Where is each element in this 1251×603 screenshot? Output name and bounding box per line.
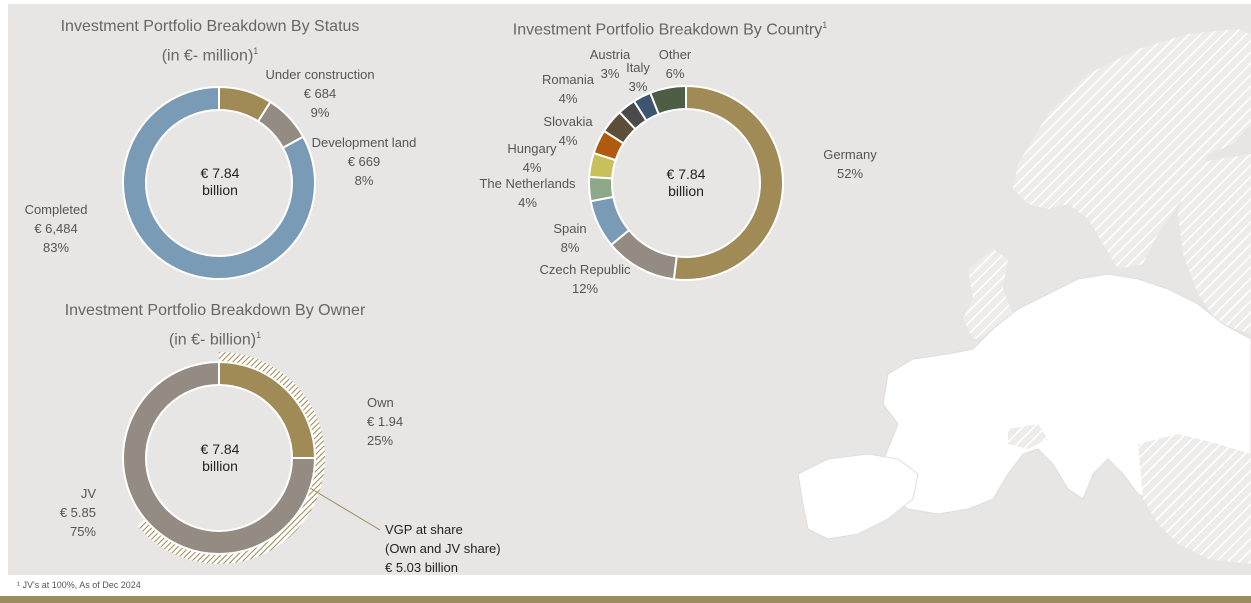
iberia-shape xyxy=(797,453,919,540)
uk-shape xyxy=(963,249,1013,339)
country-label-germany: Germany 52% xyxy=(823,147,877,181)
country-label-netherlands: The Netherlands 4% xyxy=(479,176,576,210)
status-label-completed: Completed € 6,484 83% xyxy=(24,202,88,255)
owner-center-label: € 7.84 billion xyxy=(200,441,240,474)
status-slice-completed xyxy=(122,85,316,280)
country-slice-germany xyxy=(672,84,784,281)
owner-label-jv: JV € 5.85 75% xyxy=(59,486,96,539)
scandinavia-shape xyxy=(1013,29,1251,269)
country-label-romania: Romania 4% xyxy=(541,72,595,106)
bottom-accent-bar xyxy=(0,596,1251,603)
owner-slice-jv xyxy=(122,360,317,555)
country-label-hungary: Hungary 4% xyxy=(507,141,557,175)
europe-map-graphic xyxy=(797,29,1251,564)
country-label-czech-republic: Czech Republic 12% xyxy=(539,262,631,296)
content-panel xyxy=(8,4,1251,575)
east-region-shape xyxy=(1178,154,1251,334)
country-chart-title: Investment Portfolio Breakdown By Countr… xyxy=(512,20,828,39)
country-label-slovakia: Slovakia 4% xyxy=(543,114,593,148)
country-center-label: € 7.84 billion xyxy=(666,166,706,199)
balkans-hatch-shape xyxy=(1138,434,1251,564)
status-label-under-construction: Under construction € 684 9% xyxy=(265,67,375,120)
footnote: ¹ JV's at 100%, As of Dec 2024 xyxy=(17,580,141,590)
owner-vgp-at-share-ring xyxy=(137,352,325,564)
country-label-other: Other 6% xyxy=(658,47,692,81)
country-label-spain: Spain 8% xyxy=(553,221,587,255)
switzerland-hatch-shape xyxy=(1008,424,1048,449)
owner-chart-title: Investment Portfolio Breakdown By Owner xyxy=(64,302,366,319)
owner-annotation-leader-line xyxy=(309,487,381,531)
country-label-italy: Italy 3% xyxy=(626,60,650,94)
country-slice-other xyxy=(648,84,687,116)
status-chart-title: Investment Portfolio Breakdown By Status xyxy=(60,18,360,35)
status-center-label: € 7.84 billion xyxy=(200,165,240,198)
status-label-development-land: Development land € 669 8% xyxy=(311,135,417,188)
owner-label-own: Own € 1.94 25% xyxy=(367,395,404,448)
status-chart-subtitle: (in €- million)1 xyxy=(161,46,259,65)
country-label-austria: Austria 3% xyxy=(589,47,631,81)
owner-chart-subtitle: (in €- billion)1 xyxy=(168,330,262,349)
owner-annotation-vgp-at-share: VGP at share (Own and JV share) € 5.03 bil… xyxy=(385,522,501,575)
